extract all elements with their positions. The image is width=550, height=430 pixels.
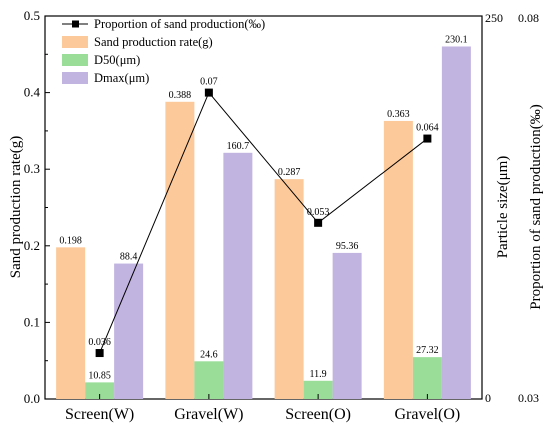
legend-label: Proportion of sand production(‰): [94, 17, 265, 31]
bar-Dmax(μm): [441, 46, 471, 399]
left-tick-label: 0.3: [24, 161, 40, 176]
line-marker: [95, 349, 104, 358]
right-axis-title-particle-size: Particle size(μm): [495, 156, 511, 259]
left-tick-label: 0.2: [24, 238, 40, 253]
legend-label: Dmax(μm): [94, 71, 149, 85]
bar-Dmax(μm): [114, 263, 144, 399]
legend: Proportion of sand production(‰) Sand pro…: [62, 17, 265, 85]
data-label: 88.4: [120, 252, 138, 263]
bar-D50(μm): [194, 361, 224, 399]
data-label: 10.85: [88, 370, 111, 381]
data-label: 11.9: [310, 369, 327, 380]
bar-Dmax(μm): [332, 252, 362, 399]
bar-D50(μm): [303, 380, 333, 399]
value-labels-layer: 0.198 0.388 0.287 0.363 10.85 24.6 11.9 27.32 88…: [59, 34, 467, 381]
data-label: 95.36: [336, 241, 359, 252]
right-axis-bottom-label-proportion: 0.03: [518, 391, 539, 405]
line-data-label: 0.036: [88, 337, 111, 348]
data-label: 24.6: [200, 349, 218, 360]
line-proportion: [99, 91, 428, 354]
bar-D50(μm): [85, 382, 115, 399]
left-tick-label: 0.5: [24, 8, 40, 23]
right-axis-top-label-particle: 250: [485, 11, 503, 25]
line-data-label: 0.064: [416, 123, 439, 134]
legend-swatch: [62, 36, 88, 48]
legend-label: Sand production rate(g): [94, 35, 213, 49]
line-data-label: 0.053: [307, 207, 330, 218]
data-label: 0.198: [59, 235, 82, 246]
right-axis-title-proportion: Proportion of sand production(‰): [528, 104, 544, 309]
bar-Dmax(μm): [223, 152, 253, 399]
left-tick-label: 0.0: [24, 391, 40, 406]
bar-D50(μm): [412, 357, 442, 399]
data-label: 27.32: [416, 345, 439, 356]
left-axis-title: Sand production rate(g): [8, 136, 24, 278]
bar-Sand production rate(g): [56, 247, 86, 399]
right-axis-top-label-proportion: 0.08: [518, 11, 539, 25]
left-tick-label: 0.1: [24, 314, 40, 329]
data-label: 160.7: [227, 141, 250, 152]
category-label: Gravel(O): [395, 406, 461, 423]
data-label: 0.287: [278, 167, 301, 178]
data-label: 230.1: [445, 34, 468, 45]
legend-swatch: [62, 72, 88, 84]
data-label: 0.388: [169, 90, 192, 101]
category-label: Gravel(W): [174, 406, 243, 423]
axes-layer: 0.0 0.1 0.2 0.3 0.4 0.5 250 0 0.08 0.03 Screen(W) G…: [24, 8, 539, 423]
left-tick-label: 0.4: [24, 85, 41, 100]
bar-Sand production rate(g): [274, 179, 304, 399]
bar-Sand production rate(g): [383, 120, 413, 399]
bar-Sand production rate(g): [165, 101, 195, 400]
legend-label: D50(μm): [94, 53, 140, 67]
bars-layer: [56, 46, 471, 400]
right-axis-bottom-label-particle: 0: [485, 391, 491, 405]
legend-line-marker: [72, 20, 79, 28]
legend-swatch: [62, 54, 88, 66]
line-marker: [314, 218, 323, 227]
category-label: Screen(O): [285, 406, 351, 423]
line-marker: [204, 88, 213, 97]
data-label: 0.363: [387, 109, 410, 120]
category-label: Screen(W): [65, 406, 134, 423]
line-layer: [95, 88, 432, 358]
line-marker: [423, 134, 432, 143]
line-data-label: 0.07: [200, 77, 218, 88]
